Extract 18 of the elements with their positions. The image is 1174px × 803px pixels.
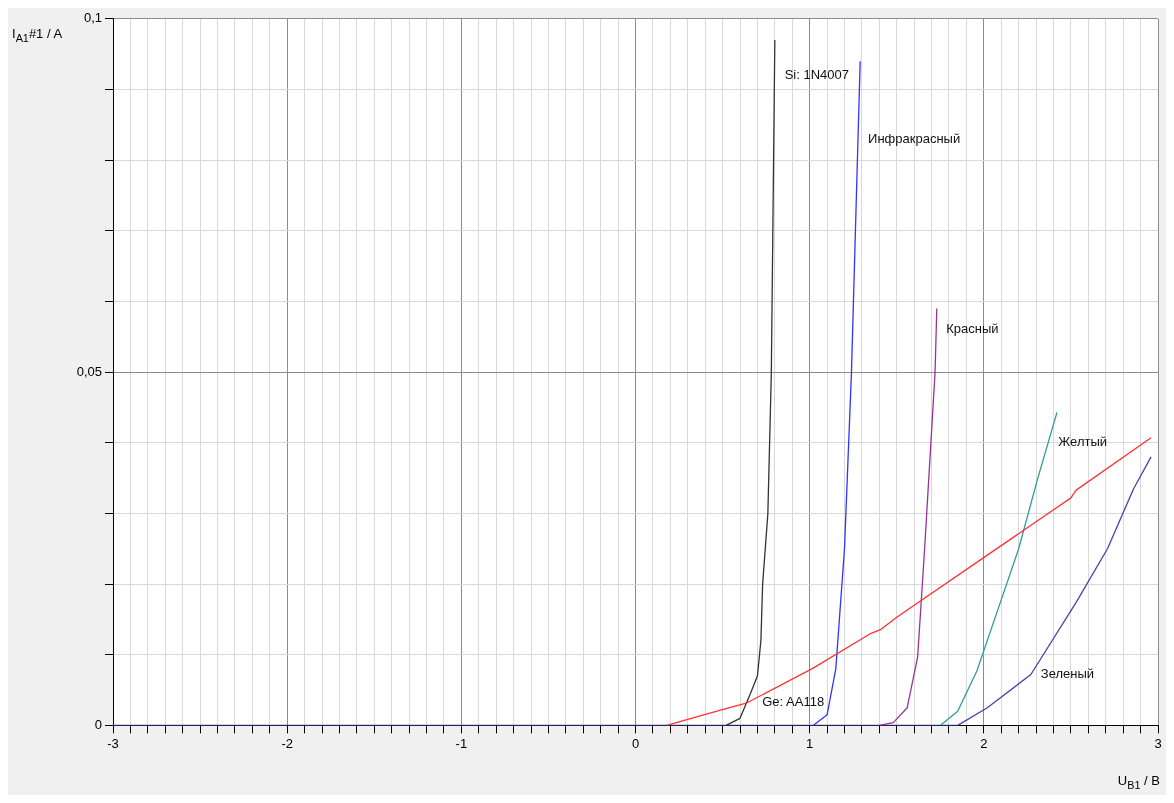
y-tick-label: 0,1 [83, 10, 102, 26]
annotation: Инфракрасный [868, 130, 961, 146]
annotation: Si: 1N4007 [784, 66, 849, 82]
annotation: Зеленый [1040, 666, 1095, 682]
x-tick-label: 0 [631, 735, 640, 751]
annotation: Ge: AA118 [762, 694, 825, 710]
annotation: Желтый [1058, 434, 1108, 450]
x-axis-title: U$_{B1}$ / B [1117, 773, 1160, 791]
annotation: Красный [946, 321, 999, 337]
y-tick-label: 0,05 [76, 363, 102, 379]
x-tick-label: -3 [107, 735, 119, 751]
x-tick-label: 2 [980, 735, 988, 751]
x-tick-label: 1 [806, 735, 814, 751]
y-tick-label: 0 [94, 716, 102, 732]
x-tick-label: -1 [455, 735, 468, 751]
x-tick-label: 3 [1154, 735, 1162, 751]
y-axis-title: I$_{A1}$#1 / A [12, 26, 63, 44]
x-tick-label: -2 [281, 735, 293, 751]
